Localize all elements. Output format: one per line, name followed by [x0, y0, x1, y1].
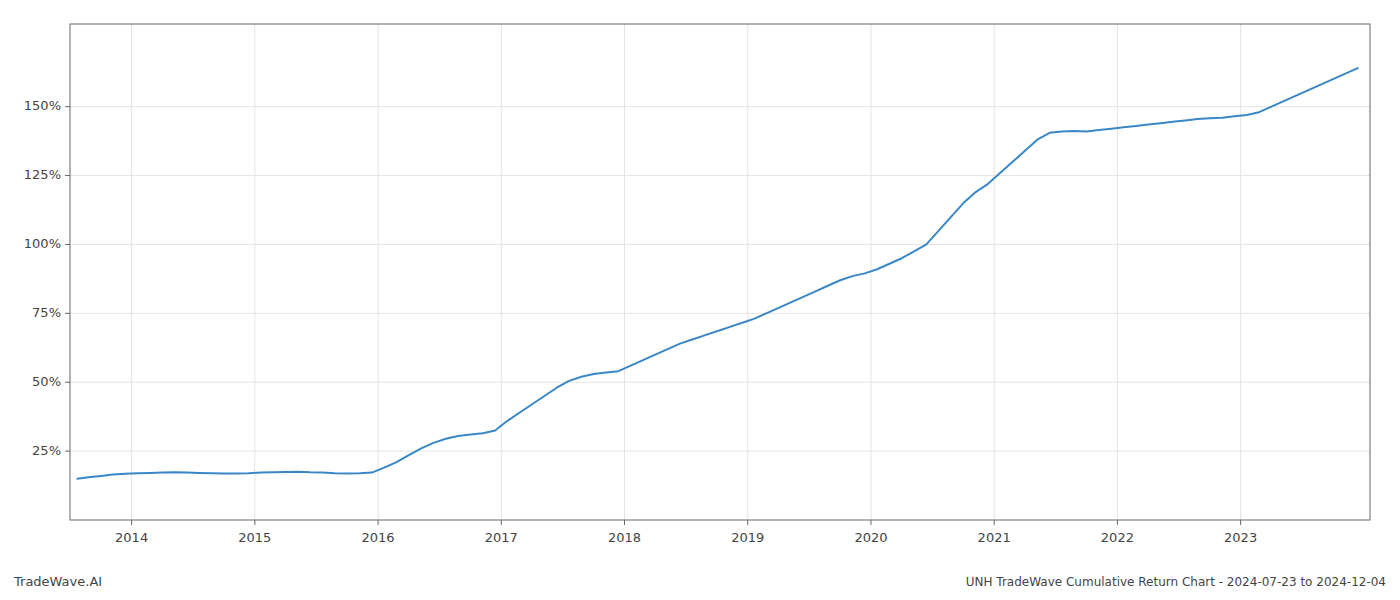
- x-tick: [870, 520, 871, 525]
- y-grid-line: [70, 313, 1370, 314]
- y-grid-line: [70, 175, 1370, 176]
- grid: [70, 24, 1370, 520]
- y-tick: [65, 313, 70, 314]
- chart: 25% 50% 75% 100% 125% 150% 2014 2015 2016 2017 201…: [0, 0, 1400, 600]
- y-tick: [65, 106, 70, 107]
- x-tick-label: 2014: [115, 530, 148, 545]
- x-tick-label: 2023: [1224, 530, 1257, 545]
- x-tick: [1117, 520, 1118, 525]
- x-tick-label: 2018: [608, 530, 641, 545]
- x-grid-line: [254, 24, 255, 520]
- y-grid-line: [70, 382, 1370, 383]
- x-tick: [254, 520, 255, 525]
- page: {"chart_data": { "type": "line", "title"…: [0, 0, 1400, 600]
- x-tick: [378, 520, 379, 525]
- x-grid-line: [501, 24, 502, 520]
- watermark: TradeWave.AI: [13, 574, 102, 589]
- x-grid-line: [994, 24, 995, 520]
- y-tick: [65, 382, 70, 383]
- y-grid-line: [70, 451, 1370, 452]
- y-tick-label: 75%: [32, 305, 61, 320]
- y-tick-label: 50%: [32, 374, 61, 389]
- x-tick-label: 2019: [731, 530, 764, 545]
- x-tick: [747, 520, 748, 525]
- x-tick: [501, 520, 502, 525]
- x-tick: [994, 520, 995, 525]
- y-tick: [65, 175, 70, 176]
- x-grid-line: [1240, 24, 1241, 520]
- y-tick-label: 100%: [24, 236, 61, 251]
- x-grid-line: [1117, 24, 1118, 520]
- x-grid-line: [131, 24, 132, 520]
- y-grid-line: [70, 244, 1370, 245]
- y-tick: [65, 451, 70, 452]
- plot-frame: [70, 24, 1370, 520]
- y-tick-label: 150%: [24, 98, 61, 113]
- x-tick-label: 2021: [978, 530, 1011, 545]
- title: UNH TradeWave Cumulative Return Chart - …: [966, 575, 1386, 589]
- x-grid-line: [624, 24, 625, 520]
- line: [77, 68, 1357, 479]
- y-tick: [65, 244, 70, 245]
- x-tick-label: 2017: [485, 530, 518, 545]
- x-tick: [131, 520, 132, 525]
- x-grid-line: [747, 24, 748, 520]
- y-tick-label: 25%: [32, 443, 61, 458]
- x-tick-label: 2022: [1101, 530, 1134, 545]
- axes: 25% 50% 75% 100% 125% 150% 2014 2015 2016 2017 201…: [24, 24, 1370, 545]
- x-tick-label: 2016: [362, 530, 395, 545]
- y-tick-label: 125%: [24, 167, 61, 182]
- y-grid-line: [70, 106, 1370, 107]
- x-tick-label: 2020: [854, 530, 887, 545]
- x-tick: [1240, 520, 1241, 525]
- x-tick-label: 2015: [238, 530, 271, 545]
- x-tick: [624, 520, 625, 525]
- series: [77, 68, 1357, 479]
- x-grid-line: [378, 24, 379, 520]
